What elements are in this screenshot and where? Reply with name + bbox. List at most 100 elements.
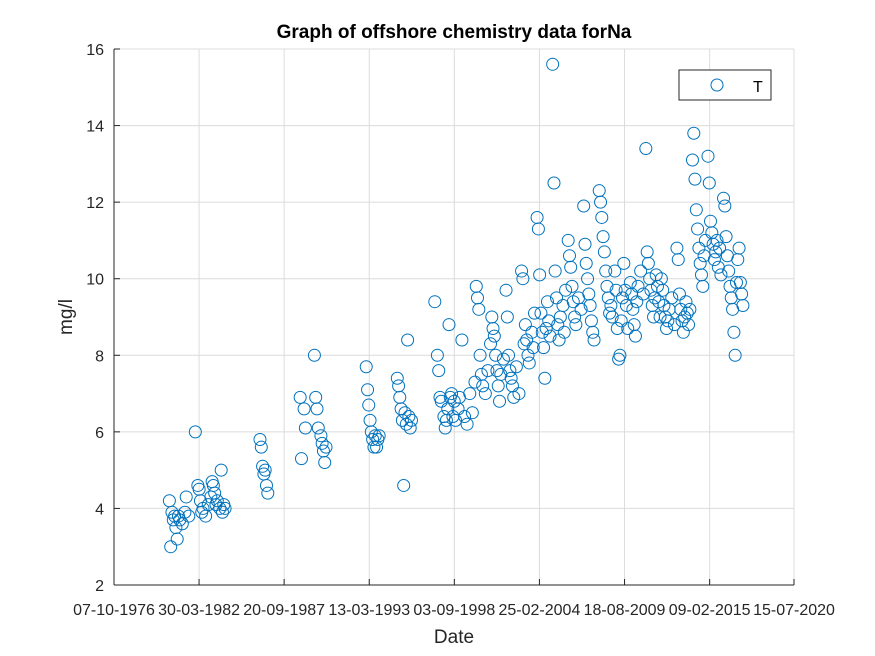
data-point <box>179 490 193 504</box>
data-point <box>628 329 642 343</box>
x-tick-label: 15-07-2020 <box>753 602 835 619</box>
data-point <box>539 321 553 335</box>
data-point <box>701 149 715 163</box>
data-point <box>667 318 681 332</box>
data-point <box>569 318 583 332</box>
data-point <box>397 478 411 492</box>
data-point <box>434 394 448 408</box>
x-tick-label: 07-10-1976 <box>73 602 155 619</box>
data-markers <box>162 57 750 554</box>
data-point <box>438 421 452 435</box>
data-point <box>577 199 591 213</box>
data-point <box>549 291 563 305</box>
data-point <box>696 279 710 293</box>
x-tick-label: 20-09-1987 <box>243 602 325 619</box>
data-point <box>540 295 554 309</box>
data-point <box>608 264 622 278</box>
data-point <box>178 505 192 519</box>
data-point <box>165 505 179 519</box>
data-point <box>597 245 611 259</box>
data-point <box>314 429 328 443</box>
data-point <box>729 276 743 290</box>
y-tick-label: 6 <box>95 425 104 442</box>
data-point <box>261 486 275 500</box>
data-point <box>609 283 623 297</box>
data-point <box>616 291 629 305</box>
data-point <box>311 421 325 435</box>
data-point <box>687 126 701 140</box>
data-point <box>685 153 699 167</box>
data-point <box>390 371 404 385</box>
data-point <box>489 348 503 362</box>
data-point <box>614 314 628 328</box>
data-point <box>678 310 692 324</box>
data-point <box>473 348 487 362</box>
data-point <box>626 302 640 316</box>
data-point <box>182 509 196 523</box>
data-point <box>486 321 500 335</box>
data-point <box>665 291 679 305</box>
data-point <box>710 233 724 247</box>
data-point <box>565 279 579 293</box>
data-point <box>428 295 442 309</box>
data-point <box>613 348 627 362</box>
data-point <box>404 413 418 427</box>
data-point <box>542 314 556 328</box>
y-tick-label: 14 <box>86 119 104 136</box>
data-point <box>671 253 685 267</box>
data-point <box>259 478 273 492</box>
data-point <box>691 222 705 236</box>
data-point <box>656 283 670 297</box>
data-point <box>463 387 477 401</box>
data-point <box>164 540 178 554</box>
data-point <box>728 348 742 362</box>
data-point <box>395 413 409 427</box>
data-point <box>717 191 731 205</box>
data-point <box>561 233 575 247</box>
y-tick-label: 10 <box>86 272 104 289</box>
data-point <box>214 463 228 477</box>
data-point <box>583 299 597 313</box>
x-tick-label: 03-09-1998 <box>413 602 495 619</box>
y-tick-label: 12 <box>86 195 104 212</box>
data-point <box>672 287 686 301</box>
data-point <box>534 306 548 320</box>
data-point <box>472 302 486 316</box>
data-point <box>718 199 732 213</box>
data-point <box>465 406 479 420</box>
data-point <box>689 203 703 217</box>
data-point <box>318 455 332 469</box>
data-point <box>516 272 530 286</box>
data-point <box>682 318 696 332</box>
data-point <box>688 172 702 186</box>
data-point <box>293 390 307 404</box>
data-point <box>218 501 232 515</box>
data-point <box>603 306 617 320</box>
data-point <box>736 299 750 313</box>
data-point <box>430 348 444 362</box>
data-point <box>432 364 446 378</box>
y-tick-label: 8 <box>95 348 104 365</box>
data-point <box>487 329 501 343</box>
x-tick-label: 09-02-2015 <box>669 602 751 619</box>
data-point <box>297 402 311 416</box>
data-point <box>557 325 571 339</box>
data-point <box>660 321 674 335</box>
data-point <box>631 279 645 293</box>
legend-box <box>678 69 772 101</box>
data-point <box>599 264 613 278</box>
data-point <box>359 360 373 374</box>
data-point <box>455 333 469 347</box>
chart-title: Graph of offshore chemistry data forNa <box>277 22 632 43</box>
data-point <box>578 237 592 251</box>
data-point <box>639 142 653 156</box>
tick-labels: 07-10-1976 30-03-1982 20-09-1987 13-03-1993… <box>73 42 835 619</box>
x-tick-label: 13-03-1993 <box>328 602 410 619</box>
data-point <box>581 272 595 286</box>
x-tick-label: 18-08-2009 <box>584 602 666 619</box>
data-point <box>499 283 513 297</box>
data-point <box>170 532 184 546</box>
legend-marker-circle-icon <box>710 78 724 92</box>
data-point <box>206 478 220 492</box>
data-point <box>201 498 215 512</box>
